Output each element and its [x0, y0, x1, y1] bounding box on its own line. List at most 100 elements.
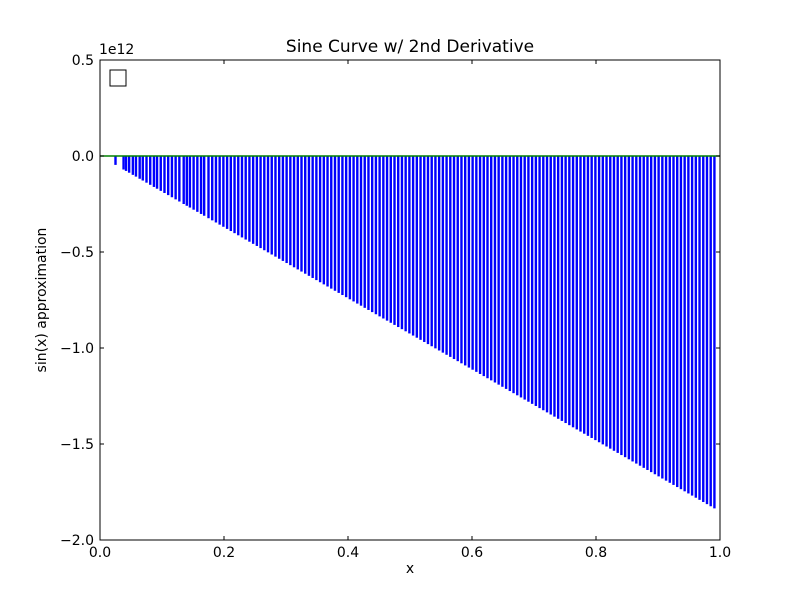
bar-108: [516, 156, 519, 396]
bar-69: [370, 156, 374, 313]
bar-0: [114, 156, 117, 165]
bar-83: [423, 156, 426, 342]
bar-65: [356, 156, 359, 304]
bar-14: [167, 156, 170, 196]
bar-61: [341, 156, 344, 296]
bar-105: [504, 156, 508, 389]
bar-66: [359, 156, 363, 306]
bar-111: [527, 156, 530, 402]
bar-64: [352, 156, 355, 302]
bar-57: [326, 156, 329, 287]
y-tick-label: 0.0: [72, 149, 94, 165]
bar-95: [467, 156, 471, 368]
bar-107: [512, 156, 515, 394]
bar-134: [612, 156, 616, 451]
bar-79: [408, 156, 411, 334]
bar-156: [694, 156, 698, 498]
bar-119: [556, 156, 560, 419]
bar-92: [456, 156, 459, 362]
bar-39: [259, 156, 262, 249]
y-tick-label: −1.5: [60, 437, 94, 453]
bar-18: [182, 156, 185, 204]
x-tick-label: 0.6: [461, 545, 483, 561]
bar-113: [534, 156, 538, 406]
bar-123: [571, 156, 575, 428]
bar-22: [196, 156, 199, 212]
y-offset-text: 1e12: [99, 42, 134, 58]
bar-26: [211, 156, 214, 221]
bar-71: [378, 156, 381, 317]
bar-125: [579, 156, 582, 432]
bar-2: [124, 156, 128, 171]
bar-127: [586, 156, 590, 436]
bar-143: [646, 156, 649, 470]
plot-frame: [99, 59, 721, 541]
bar-42: [270, 156, 273, 255]
y-tick-label: −0.5: [60, 245, 94, 261]
bar-152: [679, 156, 683, 490]
bar-104: [501, 156, 504, 387]
bar-48: [292, 156, 296, 268]
bar-96: [471, 156, 474, 370]
bar-67: [363, 156, 366, 308]
bar-80: [411, 156, 415, 336]
bar-15: [170, 156, 174, 198]
bar-58: [330, 156, 333, 289]
bar-160: [709, 156, 712, 507]
bar-99: [482, 156, 485, 377]
legend-box: [109, 69, 127, 87]
bar-140: [635, 156, 638, 464]
bar-159: [705, 156, 709, 505]
bar-132: [605, 156, 608, 447]
bar-29: [222, 156, 225, 227]
bar-59: [333, 156, 337, 291]
legend: [109, 69, 127, 87]
bar-85: [430, 156, 433, 347]
bar-145: [653, 156, 657, 475]
bar-117: [549, 156, 552, 415]
bar-154: [687, 156, 690, 494]
chart-title: Sine Curve w/ 2nd Derivative: [286, 37, 534, 57]
bar-23: [199, 156, 203, 214]
x-tick-label: 0.8: [585, 545, 607, 561]
bar-63: [348, 156, 352, 300]
bar-31: [229, 156, 233, 232]
bar-50: [300, 156, 303, 272]
bar-4: [131, 156, 135, 175]
bar-12: [159, 156, 162, 191]
bar-11: [155, 156, 159, 189]
bar-126: [583, 156, 586, 434]
bar-146: [657, 156, 660, 477]
bar-88: [441, 156, 445, 353]
bar-28: [218, 156, 221, 225]
bar-129: [594, 156, 597, 441]
bar-52: [307, 156, 311, 276]
bar-142: [642, 156, 645, 468]
bar-97: [475, 156, 478, 372]
bar-82: [419, 156, 422, 340]
x-tick-label: 0.2: [213, 545, 235, 561]
x-tick-label: 0.0: [89, 545, 111, 561]
bar-76: [397, 156, 400, 328]
y-tick-label: 0.5: [72, 53, 94, 69]
bar-41: [266, 156, 270, 253]
bar-46: [285, 156, 288, 264]
bar-43: [274, 156, 277, 257]
bar-36: [248, 156, 251, 242]
bar-87: [437, 156, 441, 351]
bar-19: [185, 156, 188, 206]
bar-16: [174, 156, 177, 200]
bar-115: [542, 156, 545, 411]
bar-75: [393, 156, 396, 325]
bar-38: [255, 156, 259, 246]
x-tick-label: 0.4: [337, 545, 359, 561]
bar-94: [463, 156, 467, 366]
bar-151: [676, 156, 679, 488]
bar-122: [568, 156, 571, 426]
bar-9: [149, 156, 152, 185]
bar-78: [404, 156, 407, 332]
bar-7: [141, 156, 144, 181]
bar-34: [240, 156, 244, 238]
bar-148: [664, 156, 668, 481]
